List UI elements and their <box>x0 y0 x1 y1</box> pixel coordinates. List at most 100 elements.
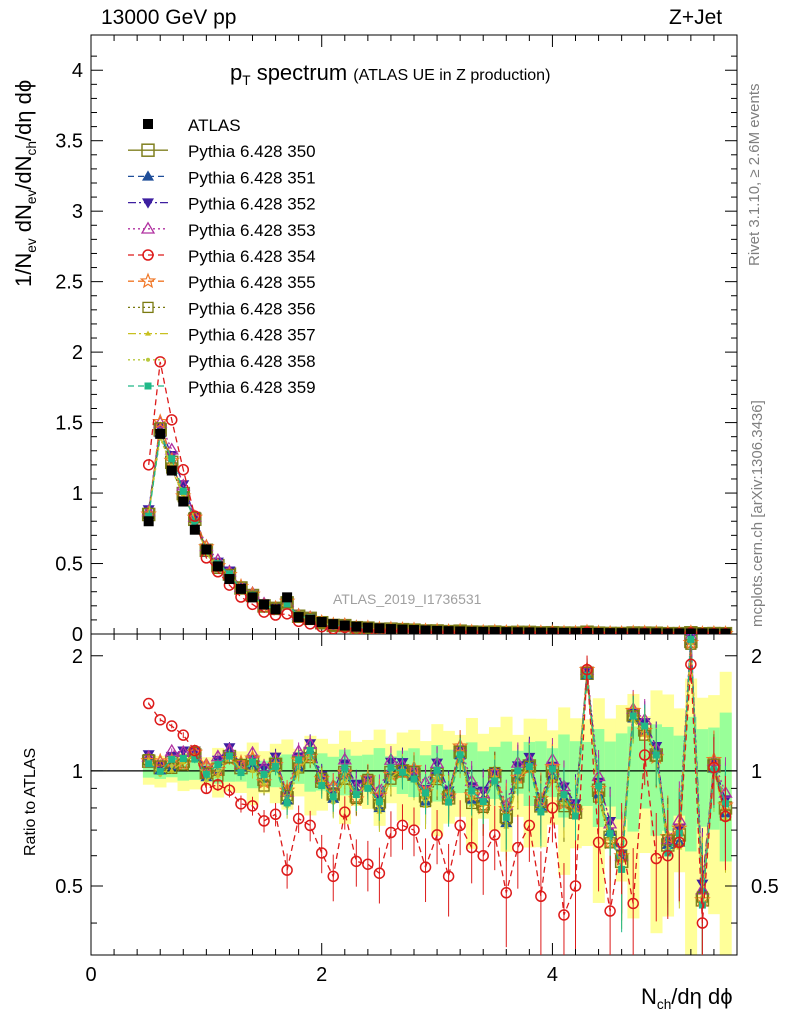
series-354-main-point <box>281 608 293 620</box>
atlas-data-point <box>455 626 466 634</box>
atlas-data-point <box>247 592 258 603</box>
legend-label: Pythia 6.428 357 <box>188 326 316 345</box>
legend-marker <box>140 221 156 234</box>
legend-marker <box>144 382 152 390</box>
mcplots-label: mcplots.cern.ch [arXiv:1306.3436] <box>749 400 766 627</box>
series-354-ratio-point <box>177 729 190 741</box>
series-355-ratio-line <box>148 642 727 901</box>
rivet-label: Rivet 3.1.10, ≥ 2.6M events <box>746 83 763 267</box>
atlas-data-point <box>293 612 304 623</box>
legend-label: Pythia 6.428 356 <box>188 299 316 318</box>
main-ytick-label: 1 <box>72 483 83 505</box>
plot-title: pT spectrum (ATLAS UE in Z production) <box>230 60 550 88</box>
atlas-data-point <box>616 628 627 634</box>
title-sub: T <box>242 72 251 88</box>
series-354-ratio-point <box>696 917 709 929</box>
series-354-main-point <box>166 414 178 426</box>
legend-label: Pythia 6.428 359 <box>188 378 316 397</box>
series-354-ratio-point <box>523 819 536 832</box>
series-354-ratio-point <box>142 697 155 710</box>
atlas-data-point <box>512 627 523 634</box>
x-tick-label: 2 <box>316 964 327 986</box>
series-354-ratio-point <box>673 836 686 849</box>
series-354-main-point <box>142 459 155 471</box>
series-354-ratio-point <box>477 849 489 862</box>
legend-label: Pythia 6.428 354 <box>188 247 316 266</box>
legend-label: Pythia 6.428 352 <box>188 195 316 214</box>
atlas-data-point <box>443 626 454 634</box>
atlas-data-point <box>535 627 546 634</box>
series-359-ratio-point <box>214 760 222 768</box>
atlas-data-point <box>432 625 443 634</box>
band-green-bin <box>373 748 386 798</box>
legend-label: Pythia 6.428 353 <box>188 221 316 240</box>
series-354-ratio-point <box>327 870 339 883</box>
band-green-bin <box>581 741 594 806</box>
series-354-ratio-point <box>512 841 524 854</box>
atlas-data-point <box>189 524 200 535</box>
atlas-data-point <box>662 628 673 634</box>
atlas-data-point <box>639 628 650 634</box>
band-green-bin <box>569 741 582 808</box>
series-354-ratio-point <box>408 824 420 836</box>
atlas-data-point <box>351 621 362 632</box>
series-359-ratio-point <box>249 758 256 766</box>
series-354-ratio-point <box>373 867 386 879</box>
series-359-ratio-point <box>652 751 660 759</box>
ratio-ytick-label-right: 0.5 <box>751 876 779 898</box>
main-ytick-label: 3 <box>72 201 83 223</box>
main-ytick-label: 0.5 <box>55 554 83 576</box>
atlas-data-point <box>708 628 719 634</box>
series-354-ratio-point <box>442 870 455 883</box>
series-359-ratio-point <box>375 798 383 806</box>
series-354-ratio-point <box>385 826 397 839</box>
series-359-ratio-point <box>629 712 637 720</box>
series-358-ratio-point <box>204 778 209 783</box>
series-354-ratio-point <box>339 806 351 818</box>
series-354-ratio-point <box>419 861 432 873</box>
series-359-ratio-point <box>606 830 614 838</box>
atlas-data-point <box>212 561 223 572</box>
series-359-main-point <box>168 455 176 463</box>
atlas-data-point <box>720 628 731 634</box>
main-ytick-label: 2 <box>72 342 83 364</box>
title-rest: spectrum <box>250 60 348 85</box>
series-359-ratio-point <box>422 789 430 797</box>
atlas-data-point <box>628 628 639 634</box>
atlas-data-point <box>582 628 593 634</box>
series-359-ratio-point <box>479 798 487 806</box>
series-359-ratio-point <box>468 787 476 795</box>
series-359-ratio-point <box>168 755 176 763</box>
series-354-ratio-point <box>581 663 593 676</box>
atlas-data-point <box>605 628 616 634</box>
x-label-sub: ch <box>656 996 672 1012</box>
series-359-main-point <box>179 487 187 495</box>
legend-label: Pythia 6.428 358 <box>188 352 316 371</box>
legend: ATLAS Pythia 6.428 350 Pythia 6.428 351 Pyt… <box>128 116 316 397</box>
series-354-ratio-point <box>235 798 247 810</box>
main-ytick-label: 2.5 <box>55 272 83 294</box>
atlas-data-point <box>420 625 431 634</box>
series-354-ratio-point <box>465 841 478 854</box>
series-354-ratio-point <box>615 836 628 849</box>
atlas-data-point <box>305 614 316 625</box>
ratio-ytick-label-left: 1 <box>72 761 83 783</box>
series-354-main-point <box>177 463 190 476</box>
series-354-ratio-point <box>292 812 305 825</box>
series-359-ratio-point <box>548 765 556 773</box>
series-359-ratio-point <box>191 755 199 763</box>
series-354-ratio-point <box>662 849 674 862</box>
atlas-data-point <box>282 592 293 603</box>
series-354-ratio-point <box>454 819 466 832</box>
series-354-ratio-point <box>189 744 201 757</box>
main-ytick-label: 0 <box>72 624 83 646</box>
series-359-ratio-point <box>145 760 153 768</box>
series-354-ratio-point <box>431 829 443 841</box>
band-green-bin <box>662 726 675 831</box>
series-359-ratio-point <box>364 784 372 792</box>
series-359-ratio-point <box>502 813 510 821</box>
x-label-part: /dη dϕ <box>671 984 733 1009</box>
atlas-data-point <box>316 617 327 628</box>
series-359-ratio-point <box>283 799 291 807</box>
atlas-data-point <box>501 627 512 634</box>
